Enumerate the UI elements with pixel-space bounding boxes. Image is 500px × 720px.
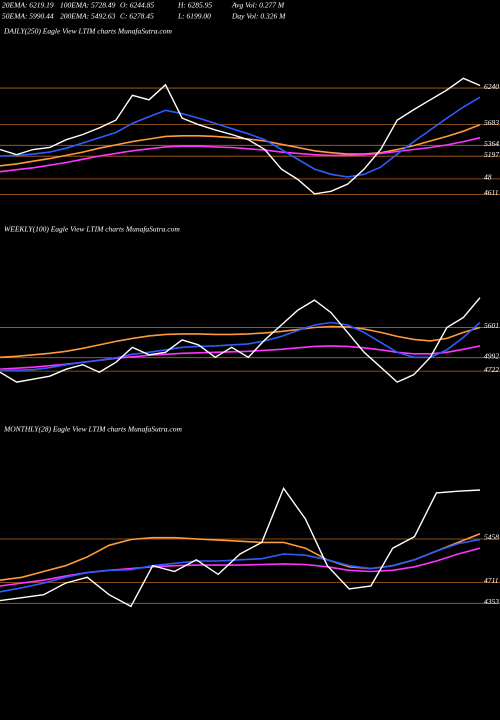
price-line (0, 325, 481, 359)
header-stat: Day Vol: 0.326 M (231, 12, 286, 21)
price-level-label: 5197 (484, 150, 499, 159)
price-level-label: 4353 (484, 597, 499, 606)
header-stat: 20EMA: 6219.19 (2, 1, 54, 10)
price-level-label: 4722 (484, 365, 499, 374)
price-level-label: 4992 (484, 351, 499, 360)
header-stat: 50EMA: 5990.44 (2, 12, 54, 21)
price-level-label: 5364 (484, 139, 499, 148)
price-line (0, 123, 481, 167)
header-stat: O: 6244.85 (120, 1, 154, 10)
price-line (0, 96, 481, 178)
price-level-label: 6240 (484, 82, 499, 91)
price-line (0, 486, 481, 608)
header-stat: Avg Vol: 0.277 M (231, 1, 285, 10)
price-level-label: 5683 (484, 118, 499, 127)
price-line (0, 77, 481, 195)
price-line (0, 538, 481, 593)
price-line (0, 297, 481, 383)
header-stat: H: 6285.95 (177, 1, 212, 10)
header-stat: 200EMA: 5492.63 (60, 12, 116, 21)
price-level-label: 4711 (484, 576, 498, 585)
price-level-label: 4611 (484, 188, 498, 197)
price-line (0, 321, 481, 372)
price-level-label: 48 (484, 173, 492, 182)
header-stat: C: 6278.45 (120, 12, 154, 21)
panel-title: DAILY(250) Eagle View LTIM charts Munafa… (3, 27, 172, 36)
panel-title: WEEKLY(100) Eagle View LTIM charts Munaf… (4, 225, 180, 234)
price-level-label: 5601 (484, 321, 499, 330)
header-stat: L: 6199.00 (177, 12, 211, 21)
panel-title: MONTHLY(28) Eagle View LTIM charts Munaf… (3, 425, 182, 434)
header-stat: 100EMA: 5728.49 (60, 1, 116, 10)
price-level-label: 5458 (484, 533, 499, 542)
